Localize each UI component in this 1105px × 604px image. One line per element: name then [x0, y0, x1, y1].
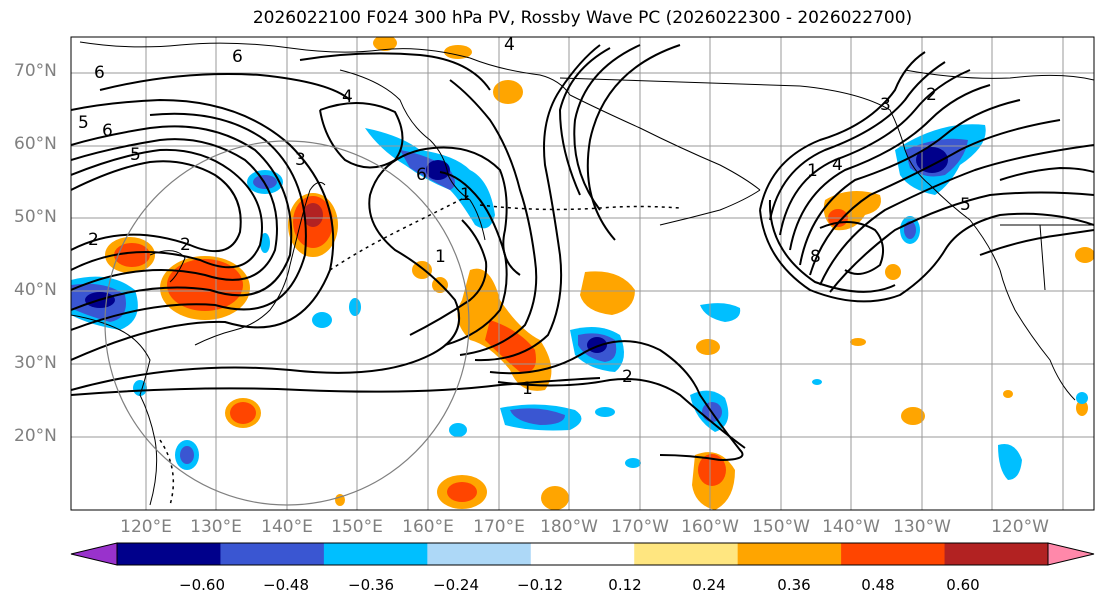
lon-label: 170°E	[473, 517, 525, 537]
lon-label: 170°W	[611, 517, 669, 537]
lon-label: 120°W	[991, 517, 1049, 537]
colorbar-tick-label: 0.36	[777, 576, 811, 594]
map-frame	[70, 36, 1095, 511]
contour-label: 5	[960, 195, 971, 215]
colorbar	[70, 542, 1095, 566]
colorbar-segment	[634, 543, 739, 565]
contour-label: 6	[102, 121, 113, 141]
lon-label: 180°W	[540, 517, 598, 537]
contour-label: 2	[88, 230, 99, 250]
colorbar-segments	[71, 543, 1094, 565]
contour-label: 5	[78, 113, 89, 133]
colorbar-segment	[220, 543, 325, 565]
colorbar-tick-label: 0.12	[608, 576, 642, 594]
contour-label: 1	[807, 161, 818, 181]
colorbar-extend-low	[71, 543, 117, 565]
colorbar-tick-label: −0.24	[433, 576, 479, 594]
colorbar-segment	[530, 543, 635, 565]
contour-labels: 6 6 6 5 5 4 4 3 2 1 1 2 3 2 1 8 6 2 1 4 …	[78, 35, 971, 399]
colorbar-tick-label: −0.36	[348, 576, 394, 594]
reference-circle	[104, 140, 470, 506]
colorbar-frame	[116, 542, 1049, 566]
coastlines	[71, 41, 1094, 506]
colorbar-tick-label: 0.60	[946, 576, 980, 594]
contour-label: 5	[130, 145, 141, 165]
contour-label: 1	[435, 247, 446, 267]
colorbar-segment	[117, 543, 221, 565]
island-chains	[159, 194, 681, 506]
colorbar-segment	[841, 543, 946, 565]
lat-label-40n: 40°N	[14, 280, 57, 300]
contour-label: 3	[295, 150, 306, 170]
colorbar-tick-label: −0.12	[517, 576, 563, 594]
contour-label: 6	[94, 63, 105, 83]
lat-label-70n: 70°N	[14, 61, 57, 81]
positive-anomaly-central-pacific	[335, 268, 1088, 510]
lat-label-50n: 50°N	[14, 207, 57, 227]
lat-label-20n: 20°N	[14, 426, 57, 446]
colorbar-segment	[737, 543, 842, 565]
contour-label: 4	[832, 155, 843, 175]
contour-label: 1	[522, 379, 533, 399]
contour-label: 3	[880, 95, 891, 115]
lon-label: 140°W	[822, 517, 880, 537]
lon-label: 160°W	[681, 517, 739, 537]
pv-contours	[71, 44, 1094, 461]
lat-label-60n: 60°N	[14, 134, 57, 154]
contour-label: 1	[460, 185, 471, 205]
positive-anomaly-gulf-of-alaska	[823, 191, 1094, 280]
colorbar-extend-high	[1048, 543, 1094, 565]
map-title: 2026022100 F024 300 hPa PV, Rossby Wave …	[252, 8, 913, 28]
lon-label: 150°W	[752, 517, 810, 537]
colorbar-segment	[944, 543, 1049, 565]
lon-label: 150°E	[331, 517, 383, 537]
contour-label: 4	[504, 35, 515, 55]
colorbar-tick-label: 0.24	[692, 576, 726, 594]
contour-label: 6	[416, 165, 427, 185]
negative-anomaly-gulf-of-alaska	[812, 124, 1088, 480]
colorbar-tick-label: 0.48	[861, 576, 895, 594]
contour-label: 2	[926, 85, 937, 105]
contour-label: 8	[810, 247, 821, 267]
lon-label: 160°E	[402, 517, 454, 537]
contour-label: 2	[622, 367, 633, 387]
lon-label: 140°E	[261, 517, 313, 537]
lon-label: 120°E	[120, 517, 172, 537]
contour-label: 6	[232, 47, 243, 67]
colorbar-tick-label: −0.48	[263, 576, 309, 594]
lon-label: 130°E	[190, 517, 242, 537]
colorbar-segment	[427, 543, 532, 565]
lat-label-30n: 30°N	[14, 353, 57, 373]
contour-label: 4	[342, 87, 353, 107]
lon-label: 130°W	[893, 517, 951, 537]
negative-anomaly-east-asia	[71, 170, 467, 470]
colorbar-tick-label: −0.60	[179, 576, 225, 594]
contour-label: 2	[180, 235, 191, 255]
colorbar-segment	[323, 543, 428, 565]
